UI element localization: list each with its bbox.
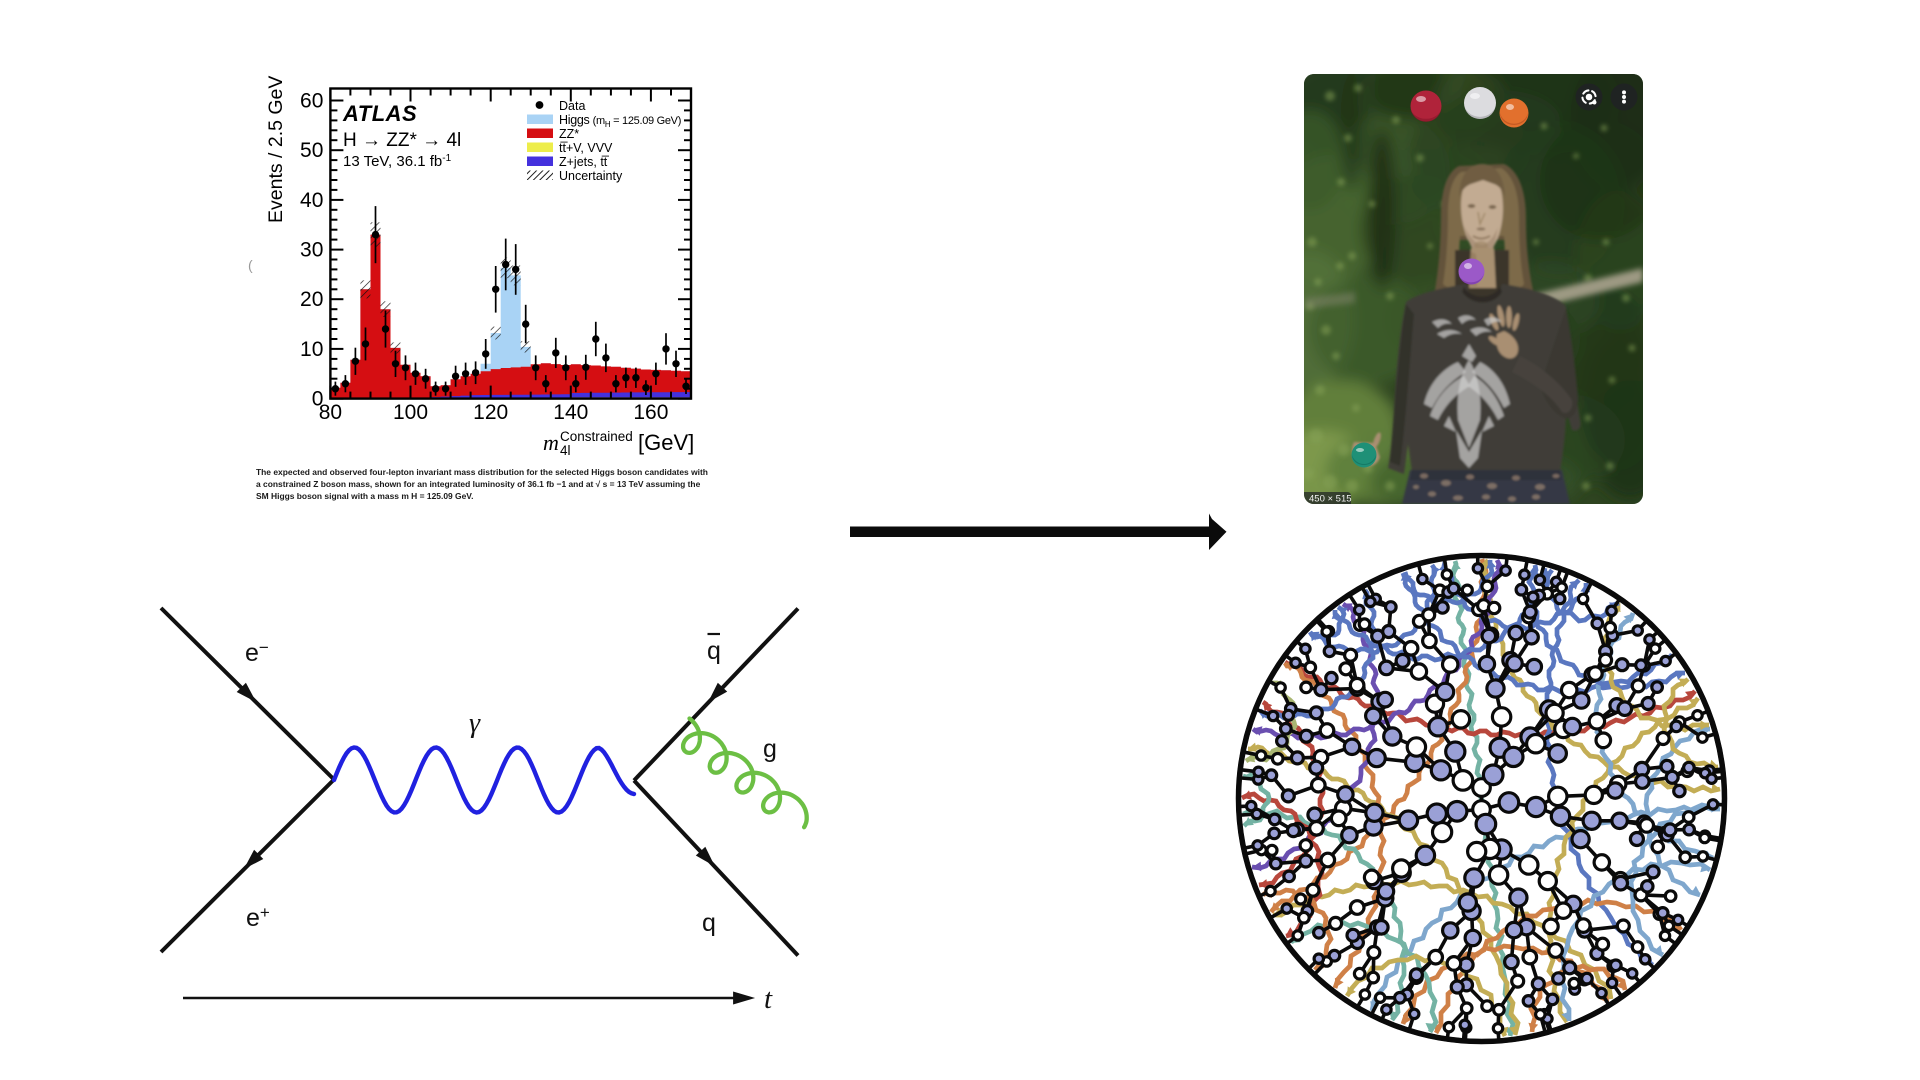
svg-text:4l: 4l — [560, 443, 571, 458]
svg-text:40: 40 — [300, 189, 323, 212]
svg-text:ATLAS: ATLAS — [342, 101, 417, 126]
svg-text:Uncertainty: Uncertainty — [559, 169, 623, 183]
svg-text:450 × 515: 450 × 515 — [1309, 494, 1352, 505]
svg-text:Z+jets, tt̅: Z+jets, tt̅ — [559, 155, 609, 169]
svg-text:Constrained: Constrained — [560, 429, 633, 444]
svg-text:a constrained Z boson mass, sh: a constrained Z boson mass, shown for an… — [256, 479, 701, 489]
svg-text:q: q — [707, 637, 721, 665]
svg-text:e−: e− — [245, 638, 269, 667]
svg-text:m: m — [543, 430, 559, 455]
svg-text:160: 160 — [633, 401, 668, 424]
svg-text:Higgs (mH = 125.09 GeV): Higgs (mH = 125.09 GeV) — [559, 113, 681, 129]
svg-text:140: 140 — [553, 401, 588, 424]
svg-text:30: 30 — [300, 239, 323, 262]
svg-text:0: 0 — [312, 388, 324, 411]
svg-text:ZZ*: ZZ* — [559, 127, 579, 141]
svg-text:80: 80 — [319, 401, 342, 424]
svg-text:H → ZZ* → 4l: H → ZZ* → 4l — [343, 130, 461, 151]
svg-text:tt̅+V, VVV: tt̅+V, VVV — [559, 141, 613, 155]
svg-text:50: 50 — [300, 139, 323, 162]
svg-text:20: 20 — [300, 288, 323, 311]
svg-text:q: q — [702, 909, 716, 937]
svg-text:(: ( — [248, 257, 253, 273]
svg-text:SM Higgs boson signal with a m: SM Higgs boson signal with a mass m H = … — [256, 491, 474, 501]
svg-text:γ: γ — [469, 708, 481, 739]
svg-text:100: 100 — [393, 401, 428, 424]
svg-text:The expected and observed four: The expected and observed four-lepton in… — [256, 467, 708, 477]
svg-text:10: 10 — [300, 338, 323, 361]
svg-text:120: 120 — [473, 401, 508, 424]
svg-text:e+: e+ — [246, 903, 270, 932]
svg-text:g: g — [763, 735, 777, 763]
svg-text:Data: Data — [559, 99, 585, 113]
svg-text:t: t — [764, 983, 773, 1015]
svg-text:13 TeV, 36.1 fb-1: 13 TeV, 36.1 fb-1 — [343, 153, 452, 170]
svg-text:60: 60 — [300, 90, 323, 113]
svg-text:[GeV]: [GeV] — [638, 430, 694, 455]
svg-text:Events / 2.5 GeV: Events / 2.5 GeV — [265, 76, 287, 223]
